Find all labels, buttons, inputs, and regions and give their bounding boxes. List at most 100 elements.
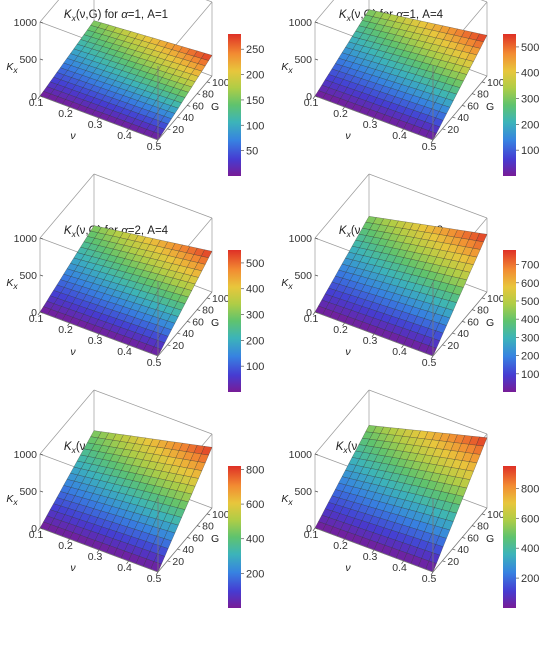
colorbar	[503, 34, 516, 176]
x-tick-mark	[126, 560, 129, 565]
x-tick-mark	[67, 106, 70, 111]
colorbar-tick-label: 100	[521, 369, 539, 381]
x-tick-label: 0.2	[58, 540, 73, 552]
y-tick-mark	[187, 321, 191, 323]
z-tick-mark	[314, 453, 319, 456]
y-tick-label: 60	[467, 100, 479, 112]
y-tick-mark	[187, 537, 191, 539]
x-tick-mark	[430, 571, 434, 576]
x-tick-label: 0.2	[58, 108, 73, 120]
x-tick-label: 0.2	[333, 324, 348, 336]
x-axis-label: ν	[345, 562, 351, 574]
x-tick-label: 0.4	[117, 130, 132, 142]
z-tick-mark	[39, 58, 44, 61]
y-tick-mark	[206, 81, 211, 84]
z-tick-mark	[39, 95, 44, 98]
x-tick-mark	[126, 128, 129, 133]
x-tick-label: 0.5	[147, 141, 162, 153]
colorbar-tick-label: 200	[521, 351, 539, 363]
colorbar-tick-label: 400	[246, 284, 264, 296]
y-tick-label: 20	[447, 124, 459, 136]
z-tick-label: 0	[31, 91, 37, 103]
y-tick-label: 80	[477, 521, 489, 533]
x-tick-label: 0.1	[304, 313, 319, 325]
colorbar-tick-label: 500	[521, 42, 539, 54]
y-tick-mark	[472, 309, 476, 311]
colorbar-tick-label: 600	[521, 278, 539, 290]
x-tick-mark	[430, 139, 434, 144]
surface-plot-3: Kx(ν,G) for α=2, A=405001000Kx0.10.20.30…	[6, 173, 264, 392]
y-tick-label: 40	[182, 328, 194, 340]
y-tick-label: 100	[212, 509, 230, 521]
x-tick-mark	[96, 549, 100, 554]
z-tick-label: 1000	[14, 449, 38, 461]
y-tick-mark	[197, 525, 201, 527]
x-axis-label: ν	[345, 130, 351, 142]
z-tick-mark	[39, 490, 44, 493]
z-tick-label: 0	[306, 307, 312, 319]
colorbar-tick-label: 50	[246, 146, 258, 158]
z-tick-label: 500	[19, 54, 37, 66]
colorbar-tick-label: 600	[246, 499, 264, 511]
y-tick-label: 20	[447, 556, 459, 568]
z-tick-label: 1000	[289, 17, 313, 29]
x-axis-label: ν	[70, 562, 76, 574]
y-tick-mark	[481, 81, 486, 84]
y-tick-mark	[462, 321, 466, 323]
y-tick-mark	[197, 93, 201, 95]
y-tick-mark	[206, 513, 211, 516]
x-tick-label: 0.5	[422, 573, 437, 585]
z-axis-label: Kx	[6, 61, 18, 75]
y-axis-label: G	[211, 317, 219, 329]
box-edge	[157, 75, 213, 141]
y-tick-mark	[452, 548, 456, 551]
colorbar-tick-label: 800	[246, 464, 264, 476]
colorbar-tick-label: 400	[521, 543, 539, 555]
colorbar-tick-label: 400	[521, 314, 539, 326]
chart-panel-2: Kx(ν,G) for α=1, A=405001000Kx0.10.20.30…	[275, 0, 550, 216]
box-edge	[314, 0, 335, 23]
colorbar	[503, 250, 516, 392]
box-edge	[39, 0, 60, 23]
z-tick-mark	[39, 311, 44, 314]
y-tick-label: 60	[192, 316, 204, 328]
y-tick-mark	[462, 537, 466, 539]
colorbar-tick-label: 300	[521, 332, 539, 344]
y-tick-mark	[481, 297, 486, 300]
z-tick-label: 500	[19, 486, 37, 498]
y-tick-mark	[206, 297, 211, 300]
colorbar-tick-label: 600	[521, 513, 539, 525]
x-tick-mark	[401, 128, 404, 133]
y-tick-mark	[462, 105, 466, 107]
x-tick-mark	[126, 344, 129, 349]
colorbar-tick-label: 150	[246, 95, 264, 107]
surface	[314, 425, 488, 573]
x-tick-mark	[96, 117, 100, 122]
colorbar-tick-label: 250	[246, 44, 264, 56]
chart-panel-4: Kx(ν,G) for α=2, A=805001000Kx0.10.20.30…	[275, 173, 550, 432]
y-tick-label: 80	[477, 305, 489, 317]
y-axis-label: G	[486, 533, 494, 545]
y-tick-label: 100	[212, 293, 230, 305]
x-tick-mark	[371, 117, 375, 122]
y-tick-label: 100	[487, 77, 505, 89]
y-tick-label: 20	[172, 124, 184, 136]
x-tick-mark	[37, 311, 41, 316]
box-edge	[368, 173, 488, 219]
colorbar	[228, 250, 241, 392]
surface-plot-4: Kx(ν,G) for α=2, A=805001000Kx0.10.20.30…	[281, 173, 539, 392]
colorbar-tick-label: 400	[246, 534, 264, 546]
x-tick-mark	[342, 106, 345, 111]
x-tick-label: 0.3	[88, 119, 103, 131]
box-edge	[432, 291, 488, 357]
colorbar-tick-label: 200	[521, 573, 539, 585]
y-tick-label: 40	[182, 544, 194, 556]
y-tick-mark	[167, 128, 171, 131]
y-tick-label: 20	[172, 340, 184, 352]
surface-plot-5: Kx(ν,G) for α=4, A=805001000Kx0.10.20.30…	[6, 389, 264, 608]
x-tick-label: 0.5	[147, 573, 162, 585]
x-tick-label: 0.4	[117, 346, 132, 358]
z-axis-label: Kx	[6, 493, 18, 507]
box-edge	[93, 173, 213, 219]
colorbar-tick-label: 200	[521, 119, 539, 131]
